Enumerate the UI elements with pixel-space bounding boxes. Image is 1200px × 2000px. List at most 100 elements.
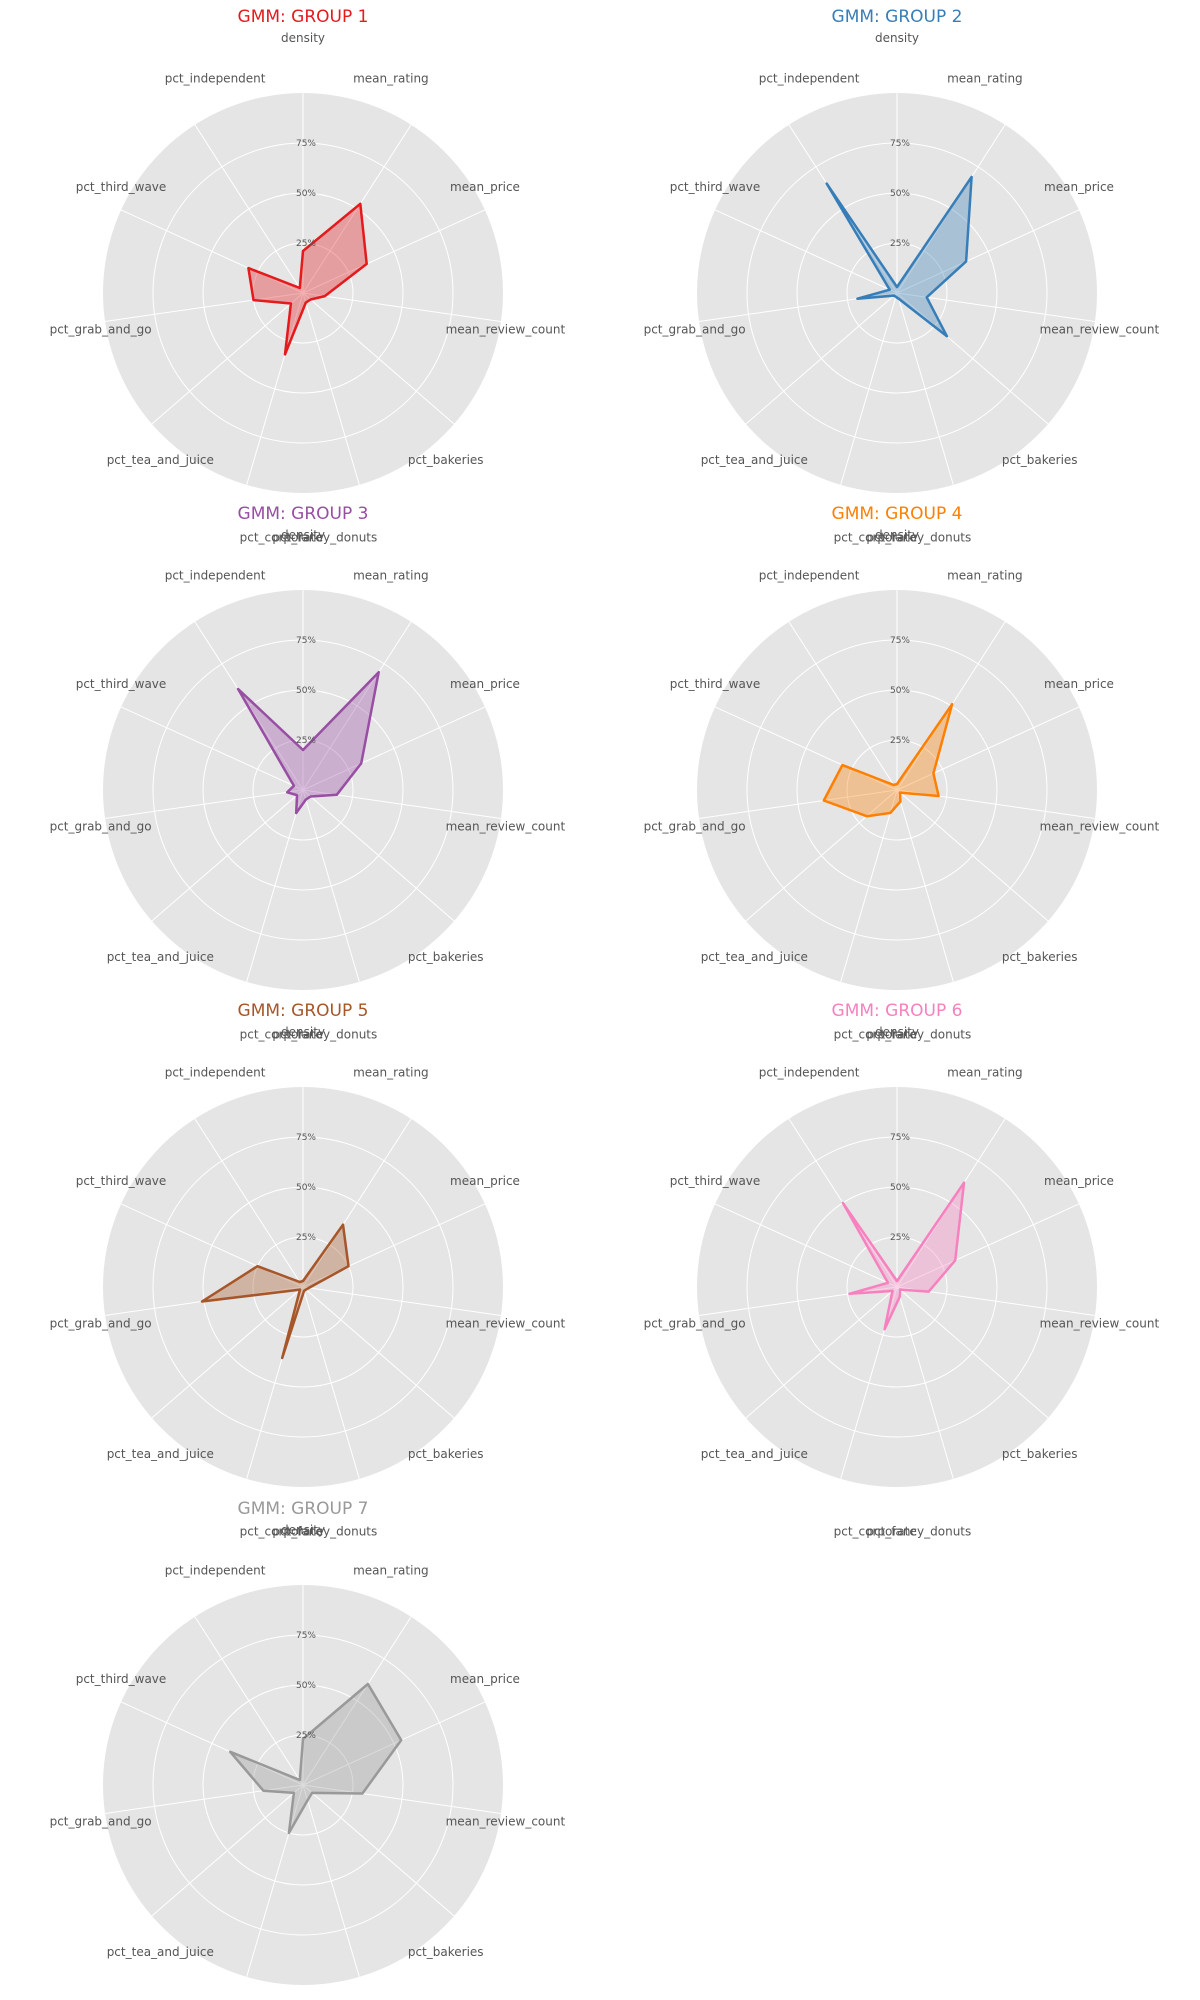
axis-label: mean_rating bbox=[947, 72, 1023, 86]
radar-spoke bbox=[896, 1286, 1049, 1419]
axis-label: pct_third_wave bbox=[670, 1174, 761, 1188]
axis-label: pct_independent bbox=[165, 1066, 266, 1080]
radar-series-area bbox=[823, 704, 953, 817]
radar-spoke bbox=[151, 1784, 304, 1917]
radar-spoke bbox=[120, 209, 304, 294]
axis-label: pct_bakeries bbox=[408, 950, 484, 964]
radar-spoke bbox=[302, 1784, 502, 1814]
radar-spoke bbox=[896, 1203, 1080, 1288]
axis-label: pct_fancy_donuts bbox=[866, 531, 971, 545]
radial-tick-label: 75% bbox=[890, 636, 910, 646]
axis-label: mean_price bbox=[1044, 677, 1114, 691]
radar-spoke bbox=[120, 1701, 304, 1786]
axis-label: density bbox=[281, 31, 325, 45]
axis-label: density bbox=[875, 528, 919, 542]
radar-series-line bbox=[228, 1682, 403, 1835]
radar-spoke bbox=[194, 124, 304, 294]
radar-spoke bbox=[302, 1286, 455, 1419]
radial-tick-label: 50% bbox=[296, 189, 316, 199]
radar-spoke bbox=[896, 209, 1080, 294]
axis-label: pct_tea_and_juice bbox=[107, 453, 214, 467]
axis-label: pct_grab_and_go bbox=[50, 819, 152, 833]
radar-spoke bbox=[896, 292, 1049, 425]
radial-tick-label: 50% bbox=[890, 189, 910, 199]
axis-label: pct_tea_and_juice bbox=[107, 950, 214, 964]
axis-label: mean_review_count bbox=[446, 322, 566, 336]
axis-label: pct_independent bbox=[165, 569, 266, 583]
axis-label: mean_price bbox=[450, 1174, 520, 1188]
radial-tick-label: 75% bbox=[296, 1631, 316, 1641]
axis-label: pct_tea_and_juice bbox=[701, 1447, 808, 1461]
axis-label: pct_bakeries bbox=[408, 1945, 484, 1959]
axis-label: mean_rating bbox=[353, 72, 429, 86]
radar-spoke bbox=[840, 789, 898, 983]
radar-spoke bbox=[302, 1286, 502, 1316]
axis-label: pct_tea_and_juice bbox=[107, 1945, 214, 1959]
radar-spoke bbox=[714, 1203, 898, 1288]
axis-label: pct_independent bbox=[759, 72, 860, 86]
axis-label: mean_review_count bbox=[1040, 1316, 1160, 1330]
axis-label: pct_bakeries bbox=[408, 1447, 484, 1461]
axis-label: pct_third_wave bbox=[76, 677, 167, 691]
axis-label: density bbox=[281, 528, 325, 542]
radial-tick-label: 75% bbox=[296, 139, 316, 149]
axis-label: density bbox=[281, 1523, 325, 1537]
axis-label: density bbox=[875, 1025, 919, 1039]
axis-label: pct_third_wave bbox=[76, 180, 167, 194]
radar-spoke bbox=[745, 292, 898, 425]
radar-series-area bbox=[842, 1182, 964, 1330]
radar-spoke bbox=[302, 292, 360, 486]
panel-title: GMM: GROUP 2 bbox=[832, 7, 963, 27]
panel-title: GMM: GROUP 7 bbox=[238, 1499, 369, 1519]
radar-spoke bbox=[896, 789, 1049, 922]
radial-tick-label: 25% bbox=[890, 1233, 910, 1243]
axis-label: pct_grab_and_go bbox=[644, 322, 746, 336]
radar-spoke bbox=[302, 292, 455, 425]
panel-title: GMM: GROUP 5 bbox=[238, 1001, 369, 1021]
axis-label: pct_independent bbox=[165, 72, 266, 86]
axis-label: pct_bakeries bbox=[1002, 1447, 1078, 1461]
radial-tick-label: 25% bbox=[296, 1233, 316, 1243]
radar-panel: 25% 50% 75% density mean_rating mean_pricemea… bbox=[50, 504, 566, 1042]
axis-label: pct_fancy_donuts bbox=[272, 1028, 377, 1042]
axis-label: mean_review_count bbox=[446, 1814, 566, 1828]
radial-tick-label: 50% bbox=[296, 1183, 316, 1193]
axis-label: pct_corporate bbox=[834, 1525, 917, 1539]
radial-tick-label: 75% bbox=[296, 636, 316, 646]
radar-panel: 25% 50% 75% density mean_rating mean_pricemea… bbox=[644, 7, 1160, 545]
axis-label: pct_corporate bbox=[240, 1028, 323, 1042]
radar-spoke bbox=[896, 292, 1096, 322]
radar-spoke bbox=[104, 292, 304, 322]
radar-spoke bbox=[246, 292, 304, 486]
panel-title: GMM: GROUP 1 bbox=[238, 7, 369, 27]
radar-spoke bbox=[151, 292, 304, 425]
radial-tick-label: 75% bbox=[296, 1133, 316, 1143]
radial-tick-label: 50% bbox=[296, 1681, 316, 1691]
radial-tick-label: 25% bbox=[890, 239, 910, 249]
radar-spoke bbox=[302, 124, 412, 294]
radar-spoke bbox=[745, 789, 898, 922]
axis-label: pct_grab_and_go bbox=[644, 819, 746, 833]
radar-spoke bbox=[104, 789, 304, 819]
axis-label: mean_review_count bbox=[1040, 322, 1160, 336]
radial-tick-label: 50% bbox=[890, 686, 910, 696]
radar-panel: 25% 50% 75% density mean_rating mean_pricemea… bbox=[50, 1499, 566, 1985]
radial-tick-label: 25% bbox=[890, 736, 910, 746]
radar-spoke bbox=[840, 292, 898, 486]
radar-spoke bbox=[151, 1286, 304, 1419]
radar-series-area bbox=[826, 176, 972, 337]
panel-title: GMM: GROUP 3 bbox=[238, 504, 369, 524]
axis-label: pct_grab_and_go bbox=[50, 1316, 152, 1330]
axis-label: pct_fancy_donuts bbox=[866, 1028, 971, 1042]
axis-label: pct_bakeries bbox=[408, 453, 484, 467]
radar-spoke bbox=[896, 706, 1080, 791]
radar-spoke bbox=[714, 706, 898, 791]
radar-spoke bbox=[302, 209, 486, 294]
axis-label: mean_review_count bbox=[446, 1316, 566, 1330]
axis-label: mean_rating bbox=[353, 1066, 429, 1080]
axis-label: pct_tea_and_juice bbox=[701, 950, 808, 964]
radar-spoke bbox=[896, 292, 954, 486]
radial-tick-label: 25% bbox=[296, 1731, 316, 1741]
axis-label: pct_corporate bbox=[834, 531, 917, 545]
radar-series-area bbox=[238, 672, 379, 813]
